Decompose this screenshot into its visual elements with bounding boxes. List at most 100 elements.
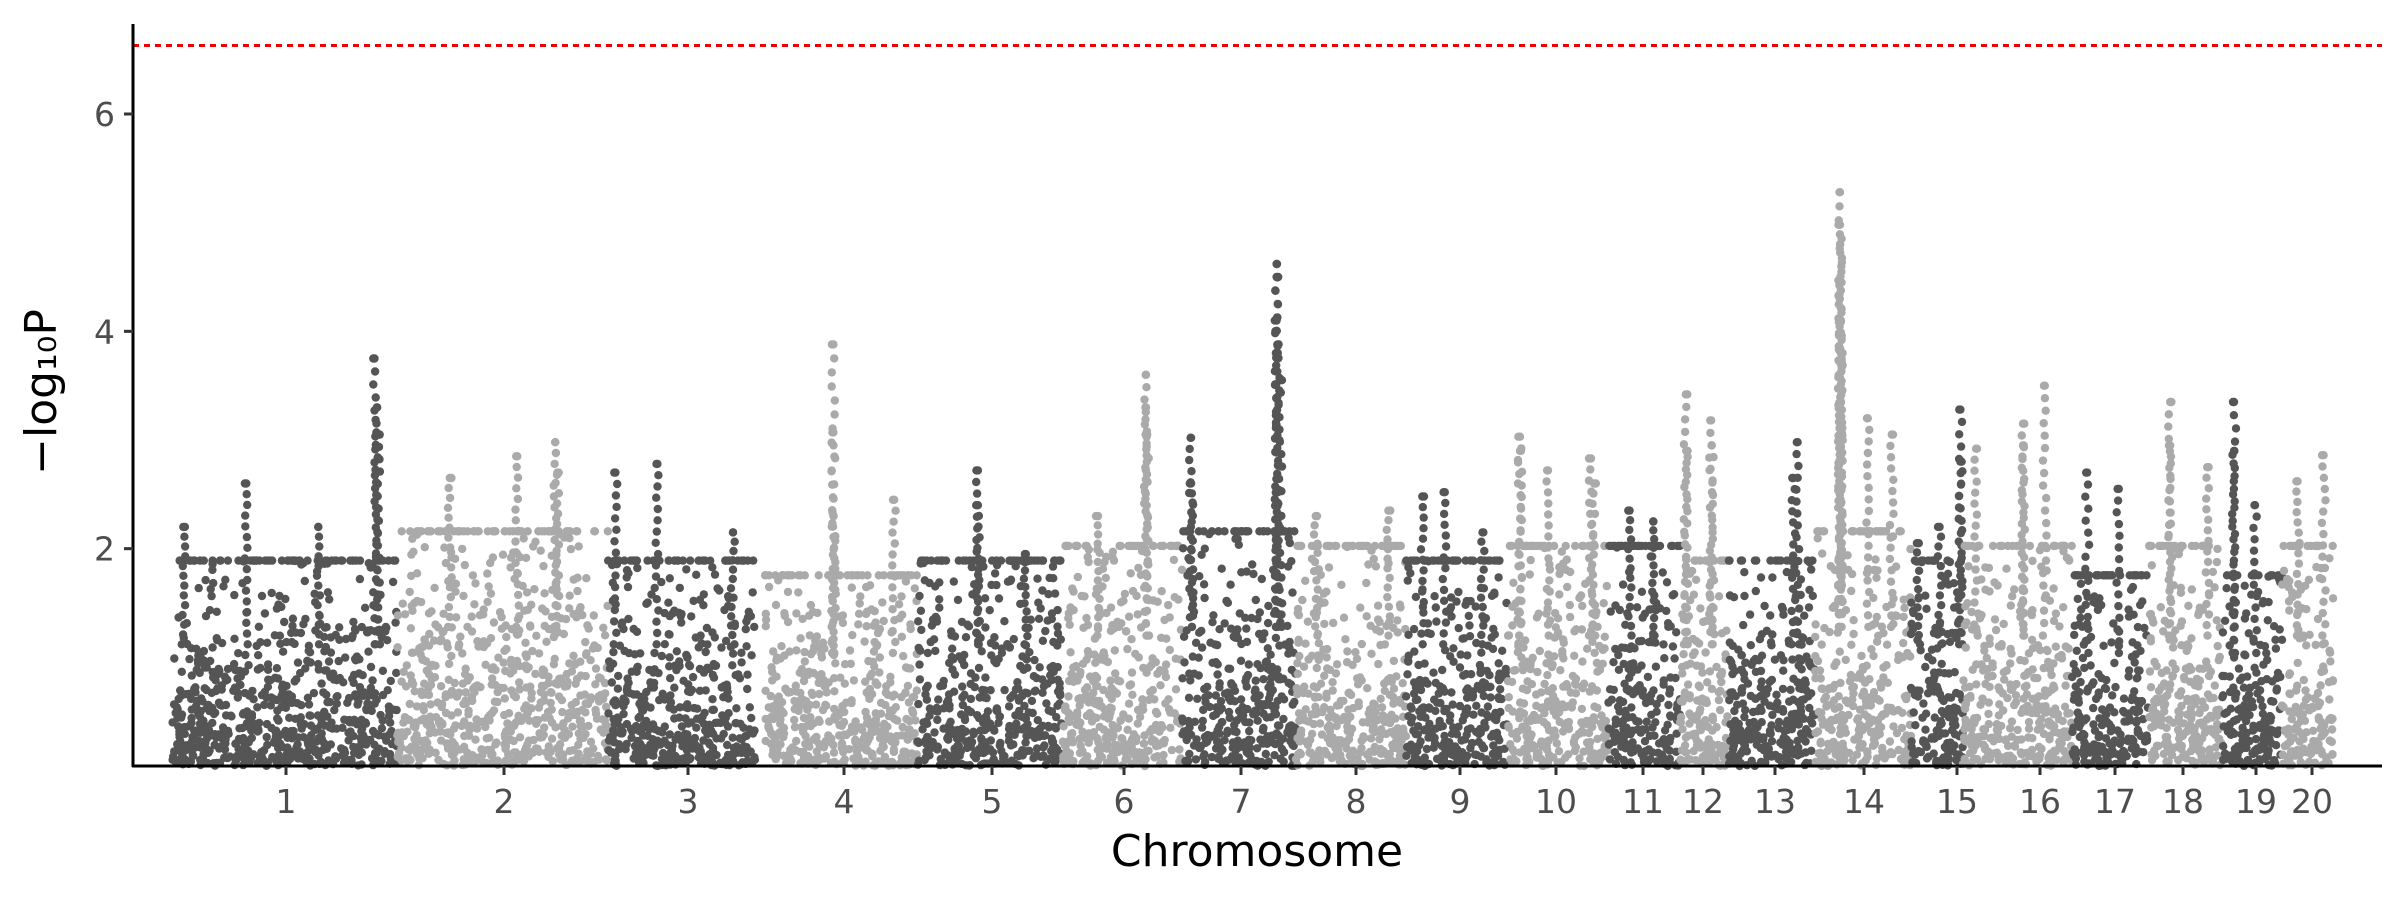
snp-point [180, 620, 189, 629]
snp-point [1380, 712, 1389, 722]
snp-point [1064, 609, 1074, 618]
snp-point [275, 591, 284, 601]
snp-point [459, 755, 468, 764]
snp-point [1432, 617, 1441, 626]
snp-point [1225, 755, 1235, 764]
snp-point [1356, 603, 1365, 612]
snp-point [241, 650, 250, 660]
snp-point [1229, 727, 1239, 736]
snp-point [1439, 596, 1449, 605]
snp-point [320, 647, 329, 656]
snp-point [507, 686, 516, 695]
snp-point [1014, 696, 1024, 705]
snp-point [435, 637, 445, 646]
snp-point [1385, 612, 1395, 621]
snp-point [1385, 573, 1394, 583]
snp-point [470, 722, 480, 731]
snp-point [930, 728, 939, 737]
snp-point [1187, 508, 1196, 517]
snp-point [373, 566, 382, 575]
snp-point [230, 634, 239, 643]
snp-point [1490, 748, 1499, 758]
snp-point [1275, 548, 1285, 558]
snp-point [1275, 598, 1284, 607]
snp-point [581, 637, 590, 647]
snp-point [1166, 723, 1175, 732]
snp-point [1024, 708, 1033, 717]
snp-point [1389, 692, 1398, 702]
snp-point [1309, 682, 1319, 691]
snp-point [790, 715, 799, 725]
snp-point [1417, 629, 1426, 638]
snp-point [405, 715, 414, 725]
snp-point [1313, 548, 1322, 557]
snp-point [361, 740, 371, 749]
snp-point [827, 575, 837, 584]
snp-point [804, 720, 813, 729]
snp-point [708, 563, 717, 572]
snp-point [302, 748, 312, 757]
snp-point [897, 731, 906, 740]
snp-point [610, 605, 619, 615]
snp-point [349, 617, 358, 627]
snp-point [1320, 703, 1329, 712]
snp-point [706, 727, 716, 737]
snp-point [355, 683, 365, 692]
snp-point [456, 632, 465, 641]
snp-point [420, 543, 429, 552]
top-hit-point [314, 522, 323, 532]
snp-point [1463, 651, 1472, 660]
snp-point [520, 704, 529, 713]
snp-point [1441, 531, 1451, 540]
snp-point [512, 622, 521, 632]
snp-point [173, 740, 182, 749]
snp-point [693, 704, 702, 713]
snp-point [975, 693, 984, 702]
snp-point [1000, 617, 1009, 626]
snp-point [515, 678, 524, 687]
snp-point [1076, 694, 1085, 703]
snp-point [287, 637, 297, 647]
snp-point [389, 556, 398, 565]
snp-point [205, 606, 215, 615]
snp-point [783, 587, 793, 597]
snp-point [1413, 695, 1422, 704]
snp-point [646, 703, 655, 712]
snp-point [795, 747, 805, 757]
snp-point [1127, 668, 1137, 677]
snp-point [419, 705, 428, 715]
snp-point [374, 516, 384, 526]
snp-point [1078, 746, 1087, 756]
snp-point [242, 532, 252, 542]
snp-point [1367, 649, 1376, 658]
snp-point [1489, 624, 1498, 634]
snp-point [1277, 622, 1286, 632]
snp-point [1020, 566, 1030, 575]
snp-point [440, 543, 449, 552]
snp-point [1032, 744, 1042, 753]
snp-point [453, 708, 463, 717]
snp-point [285, 713, 294, 722]
snp-point [1401, 692, 1411, 701]
snp-point [467, 612, 476, 621]
snp-point [262, 693, 271, 703]
snp-point [737, 658, 746, 667]
top-hit-point [973, 466, 983, 475]
snp-point [605, 664, 615, 673]
snp-point [888, 550, 897, 559]
snp-point [821, 700, 830, 710]
snp-point [623, 674, 632, 683]
snp-point [1093, 631, 1102, 640]
snp-point [764, 723, 773, 732]
snp-point [651, 561, 661, 570]
snp-point [371, 415, 380, 425]
snp-point [463, 721, 473, 731]
snp-point [934, 695, 943, 704]
snp-point [840, 679, 849, 688]
snp-point [1343, 647, 1352, 656]
snp-point [470, 600, 479, 609]
snp-point [238, 723, 247, 733]
snp-point [320, 666, 330, 675]
snp-point [609, 647, 618, 657]
snp-point [806, 600, 816, 610]
